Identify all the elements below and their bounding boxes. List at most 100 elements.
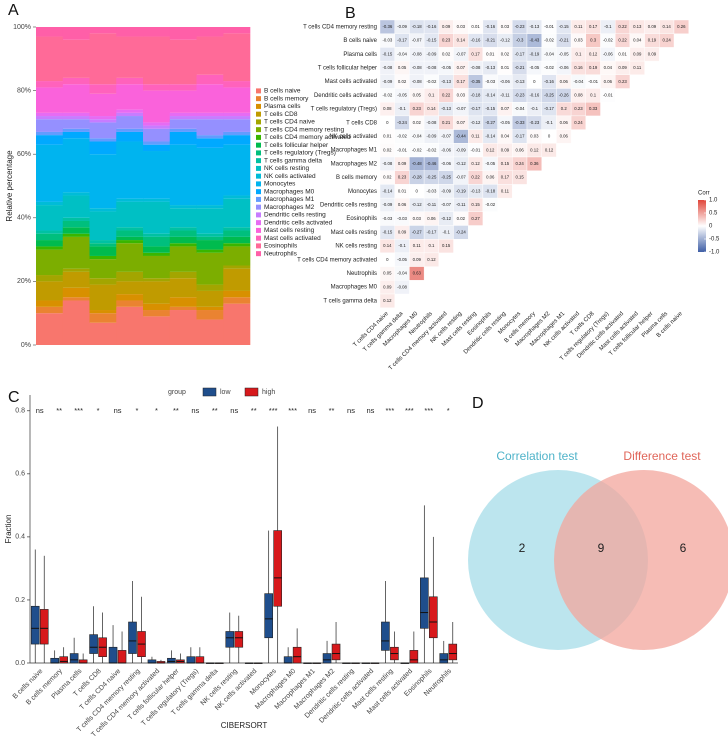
heatmap-cell (673, 19, 689, 34)
stack-segment (89, 322, 117, 345)
cell-label: 0.12 (383, 298, 392, 303)
legend-label: T cells gamma delta (264, 157, 322, 164)
stack-segment (36, 300, 64, 307)
stack-segment (62, 138, 90, 193)
cell-label: -0.08 (427, 120, 437, 125)
stack-segment (223, 112, 251, 117)
row-label: Dendritic cells activated (314, 93, 377, 99)
stack-segment (196, 112, 224, 117)
y-tick-label: 0.0 (15, 660, 25, 667)
cell-label: 0.26 (677, 24, 686, 29)
significance-label: *** (386, 406, 395, 415)
stack-segment (143, 198, 171, 202)
stack-segment (89, 259, 117, 279)
stack-segment (143, 236, 171, 247)
cell-label: -0.02 (427, 79, 437, 84)
stack-segment (36, 246, 64, 250)
cell-label: 0 (386, 257, 389, 262)
cell-label: -0.09 (427, 134, 437, 139)
cell-label: -0.19 (529, 51, 539, 56)
legend-swatch (256, 88, 261, 94)
stack-segment (143, 141, 171, 145)
stack-segment (143, 303, 171, 311)
row-label: B cells naive (343, 38, 377, 44)
stack-segment (36, 275, 64, 282)
cell-label: -0.24 (456, 229, 466, 234)
cell-label: -0.05 (485, 161, 495, 166)
cell-label: 0.05 (383, 271, 392, 276)
box (264, 593, 273, 639)
cell-label: 0.12 (545, 147, 554, 152)
cell-label: 0.09 (398, 161, 407, 166)
cell-label: 0.19 (589, 65, 598, 70)
cell-label: 0.02 (383, 175, 392, 180)
stack-segment (143, 90, 171, 123)
cell-label: -0.13 (485, 65, 495, 70)
cell-label: -0.12 (412, 202, 422, 207)
cell-label: 0.01 (618, 51, 627, 56)
color-tick-label: 0 (709, 224, 713, 230)
row-label: Macrophages M2 (331, 161, 378, 167)
cell-label: -0.26 (559, 92, 569, 97)
cell-label: 0.03 (574, 38, 583, 43)
legend-label: T cells CD4 naive (264, 119, 315, 126)
stack-segment (36, 131, 64, 136)
cell-label: -0.07 (412, 38, 422, 43)
venn-count: 2 (519, 541, 526, 555)
legend-swatch (256, 235, 261, 241)
cell-label: 0.21 (442, 120, 451, 125)
cell-label: 0.14 (662, 24, 671, 29)
cell-label: 0.02 (442, 51, 451, 56)
cell-label: 0.01 (383, 134, 392, 139)
cell-label: 0.09 (398, 229, 407, 234)
cell-label: 0 (548, 134, 551, 139)
cell-label: -0.17 (471, 106, 481, 111)
legend-label: high (262, 389, 275, 396)
cell-label: 0.14 (457, 38, 466, 43)
stack-segment (116, 240, 144, 244)
cell-label: 0.02 (501, 51, 510, 56)
stack-segment (169, 227, 197, 231)
stack-segment (89, 154, 117, 209)
venn-count: 6 (680, 541, 687, 555)
cell-label: -0.23 (515, 92, 525, 97)
stack-segment (116, 201, 144, 228)
cell-label: -0.04 (544, 51, 554, 56)
box (283, 656, 293, 664)
cell-label: 0.27 (471, 216, 480, 221)
stack-segment (116, 198, 144, 202)
cell-label: -0.05 (397, 92, 407, 97)
legend-label: B cells naive (264, 88, 301, 95)
stack-segment (62, 112, 90, 117)
stack-segment (143, 278, 171, 282)
cell-label: 0.09 (648, 24, 657, 29)
color-tick-label: 0.5 (709, 211, 718, 217)
stack-segment (196, 319, 224, 345)
cell-label: 0.09 (413, 257, 422, 262)
significance-label: *** (424, 406, 433, 415)
box (420, 577, 429, 629)
significance-label: ns (114, 406, 122, 415)
heatmap-cell (556, 129, 572, 144)
legend-label: Neutrophils (264, 250, 298, 257)
box (39, 609, 49, 645)
legend-label: Macrophages M1 (264, 196, 315, 203)
box (448, 643, 458, 661)
row-label: Dendritic cells resting (320, 203, 377, 209)
significance-label: *** (288, 406, 297, 415)
stack-segment (143, 255, 171, 279)
stack-segment (196, 116, 224, 120)
stack-segment (62, 39, 90, 78)
box (439, 653, 449, 664)
heatmap-cell (468, 211, 484, 226)
cell-label: -0.35 (471, 79, 481, 84)
stack-segment (169, 112, 197, 117)
stack-segment (62, 287, 90, 298)
heatmap-cell (423, 252, 440, 267)
legend-swatch (256, 181, 261, 187)
box (225, 631, 235, 648)
cell-label: 0.03 (413, 216, 422, 221)
stack-segment (143, 151, 171, 199)
y-tick-label: 20% (17, 278, 31, 285)
cell-label: -0.16 (485, 24, 495, 29)
